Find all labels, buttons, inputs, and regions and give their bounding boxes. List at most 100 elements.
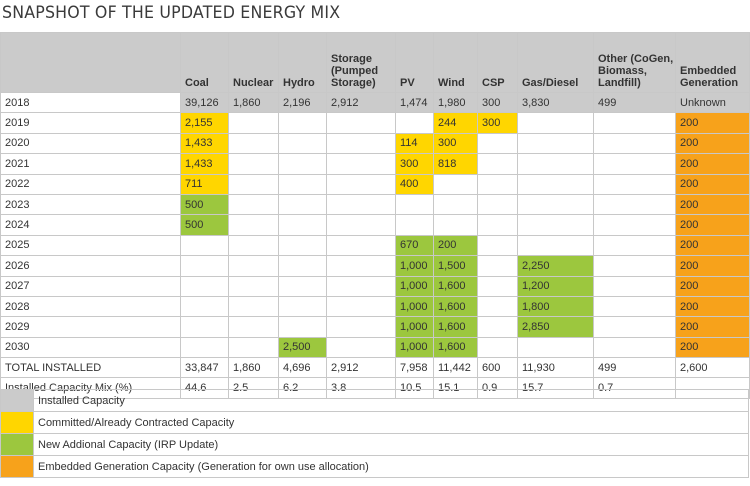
table-cell [477, 132, 518, 155]
table-cell [433, 173, 478, 195]
row-label: 2022 [0, 173, 181, 195]
table-cell: 2,250 [517, 255, 594, 277]
table-cell [593, 295, 676, 318]
table-cell: 711 [180, 173, 229, 195]
table-cell [395, 214, 434, 236]
legend-swatch [0, 433, 34, 456]
table-cell [593, 316, 676, 338]
table-cell [228, 112, 279, 134]
table-cell: 1,500 [433, 255, 478, 277]
table-cell [278, 295, 327, 318]
row-label: 2027 [0, 275, 181, 297]
table-cell: 200 [675, 336, 750, 359]
table-cell [477, 173, 518, 195]
table-row: 2018 39,126 1,860 2,196 2,912 1,474 1,980 300 3,… [0, 91, 750, 114]
column-header: Wind [433, 32, 478, 93]
table-cell: 300 [477, 91, 518, 114]
table-cell: 400 [395, 173, 434, 195]
table-cell [326, 173, 396, 195]
table-cell [593, 132, 676, 155]
table-cell: 1,433 [180, 132, 229, 155]
table-cell: 2,912 [326, 91, 396, 114]
column-header: PV [395, 32, 434, 93]
table-cell [278, 112, 327, 134]
table-cell: 1,000 [395, 316, 434, 338]
table-cell: 499 [593, 357, 676, 379]
table-cell: 1,000 [395, 336, 434, 359]
legend-label: Installed Capacity [33, 389, 749, 412]
table-cell: 200 [675, 255, 750, 277]
table-cell [326, 316, 396, 338]
table-cell: 33,847 [180, 357, 229, 379]
table-cell [477, 255, 518, 277]
legend-label: New Addional Capacity (IRP Update) [33, 433, 749, 456]
table-cell [517, 214, 594, 236]
table-cell [477, 214, 518, 236]
column-header: Nuclear [228, 32, 279, 93]
table-cell [228, 234, 279, 257]
table-cell: 200 [433, 234, 478, 257]
table-cell [326, 275, 396, 297]
table-cell: 200 [675, 173, 750, 195]
table-cell [228, 193, 279, 216]
table-cell [326, 234, 396, 257]
table-cell [180, 275, 229, 297]
table-cell [517, 112, 594, 134]
table-cell: 1,000 [395, 295, 434, 318]
table-cell [326, 295, 396, 318]
legend-swatch [0, 389, 34, 412]
table-cell: 499 [593, 91, 676, 114]
table-cell [228, 336, 279, 359]
table-cell [180, 336, 229, 359]
table-cell [517, 173, 594, 195]
table-cell [593, 255, 676, 277]
table-cell: 3,830 [517, 91, 594, 114]
table-cell: 39,126 [180, 91, 229, 114]
table-row: 2029 1,000 1,600 2,850 200 [0, 316, 750, 338]
table-row: 2028 1,000 1,600 1,800 200 [0, 295, 750, 318]
table-cell: 200 [675, 132, 750, 155]
table-cell: 7,958 [395, 357, 434, 379]
column-header: Other (CoGen, Biomass, Landfill) [593, 32, 676, 93]
table-cell: 2,850 [517, 316, 594, 338]
table-cell [228, 255, 279, 277]
table-row: 2024 500 200 [0, 214, 750, 236]
table-row: TOTAL INSTALLED 33,847 1,860 4,696 2,912 7,95… [0, 357, 750, 379]
table-cell: 1,000 [395, 275, 434, 297]
table-cell [326, 193, 396, 216]
table-cell: 200 [675, 112, 750, 134]
table-cell [517, 132, 594, 155]
table-cell [477, 316, 518, 338]
table-cell [593, 112, 676, 134]
table-row: 2023 500 200 [0, 193, 750, 216]
table-cell [477, 153, 518, 175]
column-header: Storage (Pumped Storage) [326, 32, 396, 93]
row-label: 2023 [0, 193, 181, 216]
table-cell [593, 214, 676, 236]
row-label: 2030 [0, 336, 181, 359]
table-cell [395, 193, 434, 216]
legend-item: Committed/Already Contracted Capacity [0, 411, 749, 434]
table-cell: 500 [180, 193, 229, 216]
table-row: 2021 1,433 300 818 200 [0, 153, 750, 175]
table-cell: 1,800 [517, 295, 594, 318]
row-label: 2021 [0, 153, 181, 175]
table-cell: 200 [675, 193, 750, 216]
table-cell: 1,600 [433, 316, 478, 338]
table-cell: 300 [477, 112, 518, 134]
table-cell: 1,600 [433, 275, 478, 297]
table-cell: 11,442 [433, 357, 478, 379]
table-cell: 1,860 [228, 91, 279, 114]
table-cell [278, 153, 327, 175]
table-cell [593, 234, 676, 257]
row-label: 2018 [0, 91, 181, 114]
table-cell: 500 [180, 214, 229, 236]
table-row: 2027 1,000 1,600 1,200 200 [0, 275, 750, 297]
table-cell: 200 [675, 234, 750, 257]
table-cell [593, 173, 676, 195]
table-cell [228, 173, 279, 195]
table-cell [593, 193, 676, 216]
table-cell: 1,980 [433, 91, 478, 114]
table-cell [477, 193, 518, 216]
